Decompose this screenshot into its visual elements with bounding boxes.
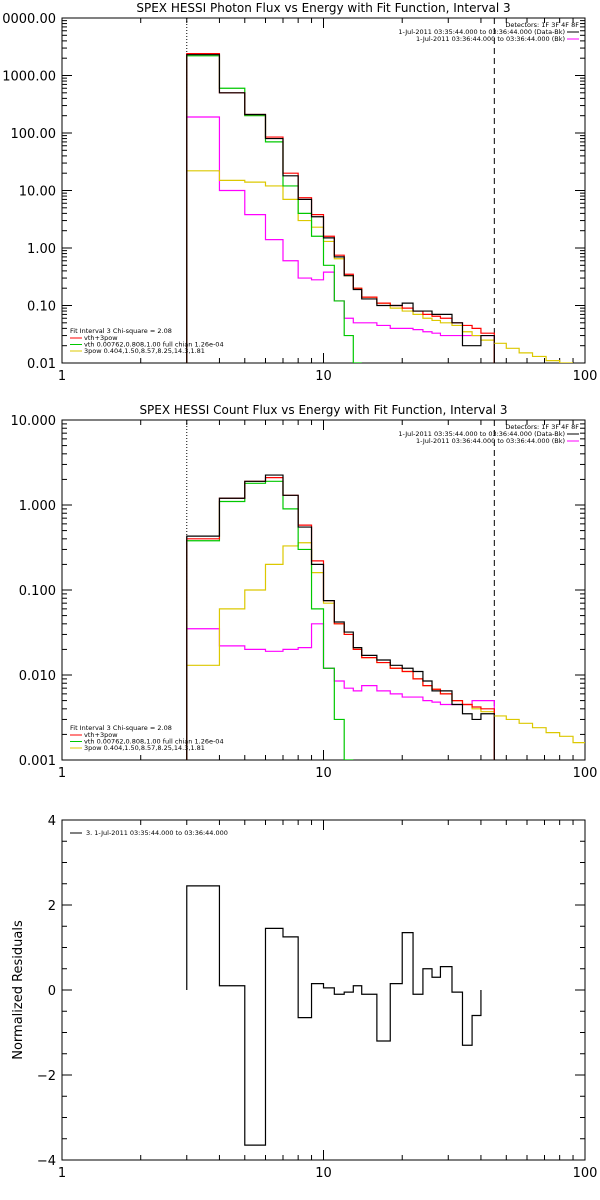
series-data-line xyxy=(186,54,495,363)
y-tick-label: 0.001 xyxy=(19,754,56,769)
plot-frame xyxy=(61,819,586,1161)
series-data-line xyxy=(186,885,482,1146)
legend-item-data: 3. 1-Jul-2011 03:35:44.000 to 03:36:44.0… xyxy=(86,829,228,837)
series-vth-line xyxy=(186,480,354,760)
data-interval-label: 1-Jul-2011 03:35:44.000 to 03:36:44.000 … xyxy=(398,28,565,36)
series-bpow-line xyxy=(186,542,495,760)
y-axis-label: Normalized Residuals xyxy=(11,920,26,1060)
chart-title: SPEX HESSI Count Flux vs Energy with Fit… xyxy=(139,403,507,417)
series-bk-line xyxy=(186,116,495,363)
data-interval-label: 1-Jul-2011 03:35:44.000 to 03:36:44.000 … xyxy=(398,430,565,438)
y-tick-label: −4 xyxy=(37,1154,56,1169)
series-data-line xyxy=(186,474,495,760)
y-tick-label: 2 xyxy=(48,899,56,914)
legend-header: Fit Interval 3 Chi-square = 2.08 xyxy=(70,724,172,732)
photon-flux-chart: SPEX HESSI Photon Flux vs Energy with Fi… xyxy=(2,1,598,384)
legend-item-vth: vth 0.00762,0.808,1.00 full chian 1.26e-… xyxy=(84,341,224,349)
chart-title: SPEX HESSI Photon Flux vs Energy with Fi… xyxy=(136,1,510,15)
legend-item-vth: vth 0.00762,0.808,1.00 full chian 1.26e-… xyxy=(84,738,224,746)
y-tick-label: 4 xyxy=(48,814,56,829)
y-tick-label: 0.01 xyxy=(27,357,56,372)
legend-header: Fit Interval 3 Chi-square = 2.08 xyxy=(70,327,172,335)
y-tick-label: 0.100 xyxy=(19,584,56,599)
x-tick-label: 100 xyxy=(573,1166,598,1181)
series-bk-line xyxy=(186,623,495,760)
x-tick-label: 10 xyxy=(315,369,332,384)
x-tick-label: 100 xyxy=(573,766,598,781)
background-interval-label: 1-Jul-2011 03:36:44.000 to 03:36:44.000 … xyxy=(416,437,565,445)
x-tick-label: 10 xyxy=(315,1166,332,1181)
detectors-label: Detectors: 1F 3F 4F 8F xyxy=(505,21,579,29)
legend-item-bpow: 3pow 0.404,1.50,8.57,8.25,14.3,1.81 xyxy=(84,347,205,355)
y-tick-label: 0.010 xyxy=(19,669,56,684)
residuals-chart: 1 10 100 4 2 0 −2 −4 Normalized Residuals 3. 1-Ju… xyxy=(11,814,598,1181)
y-tick-label: 0.10 xyxy=(27,300,56,315)
detectors-label: Detectors: 1F 3F 4F 8F xyxy=(505,423,579,431)
x-tick-label: 1 xyxy=(58,1166,66,1181)
legend-item-bpow: 3pow 0.404,1.50,8.57,8.25,14.3,1.81 xyxy=(84,744,205,752)
x-tick-label: 100 xyxy=(573,369,598,384)
x-tick-label: 10 xyxy=(315,766,332,781)
y-tick-label: 1000.00 xyxy=(2,70,56,85)
legend-item-total: vth+3pow xyxy=(84,334,118,342)
series-total-line xyxy=(186,477,495,760)
series-total-line xyxy=(186,53,495,363)
x-tick-label: 1 xyxy=(58,369,66,384)
y-tick-label: 1.000 xyxy=(19,499,56,514)
y-tick-label: 1.00 xyxy=(27,242,56,257)
y-tick-label: 0 xyxy=(48,984,56,999)
series-bpow-line xyxy=(186,170,495,363)
series-vth-line xyxy=(186,55,362,363)
count-flux-chart: SPEX HESSI Count Flux vs Energy with Fit… xyxy=(11,403,598,781)
y-tick-label: 0000.00 xyxy=(2,12,56,27)
x-tick-label: 1 xyxy=(58,766,66,781)
series-bpow-extension-line xyxy=(494,342,574,363)
plot-frame xyxy=(61,17,586,364)
y-tick-label: 10.000 xyxy=(11,414,57,429)
y-tick-label: −2 xyxy=(37,1069,56,1084)
legend-item-total: vth+3pow xyxy=(84,731,118,739)
y-tick-label: 100.00 xyxy=(11,127,57,142)
y-tick-label: 10.00 xyxy=(19,185,56,200)
series-bpow-extension-line xyxy=(494,715,585,744)
background-interval-label: 1-Jul-2011 03:36:44.000 to 03:36:44.000 … xyxy=(416,35,565,43)
